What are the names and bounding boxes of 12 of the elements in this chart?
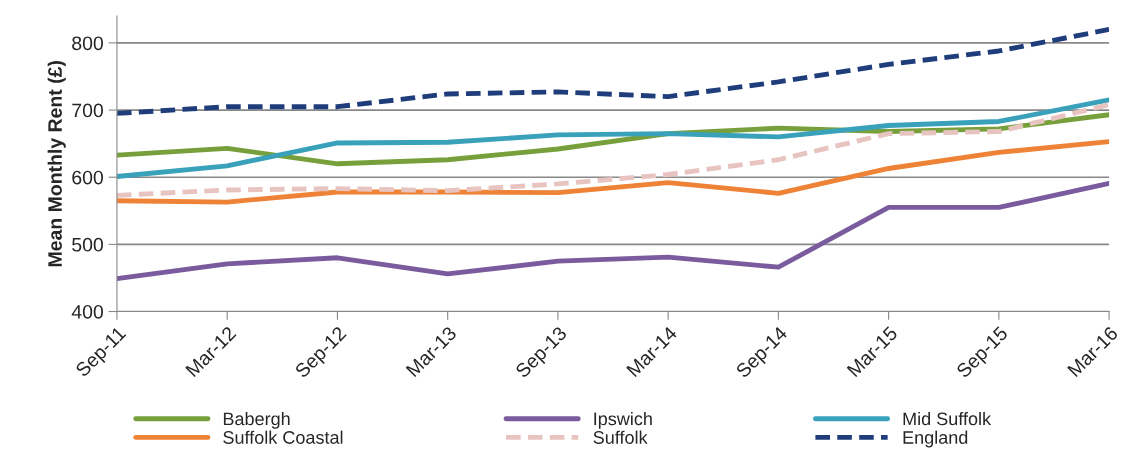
legend-label: Mid Suffolk — [903, 411, 992, 426]
y-tick-label: 800 — [72, 36, 103, 51]
legend-label: England — [903, 430, 968, 448]
legend-label: Suffolk — [593, 430, 648, 444]
y-tick-label: 400 — [71, 304, 103, 319]
y-tick-label: 500 — [72, 237, 103, 252]
legend-label: Babergh — [223, 411, 290, 429]
y-tick-label: 700 — [72, 103, 103, 118]
legend-label: Suffolk Coastal — [223, 430, 343, 444]
y-tick-label: 600 — [72, 170, 103, 185]
legend-label: Ipswich — [594, 411, 652, 429]
y-axis-title: Mean Monthly Rent (£) — [47, 61, 66, 267]
